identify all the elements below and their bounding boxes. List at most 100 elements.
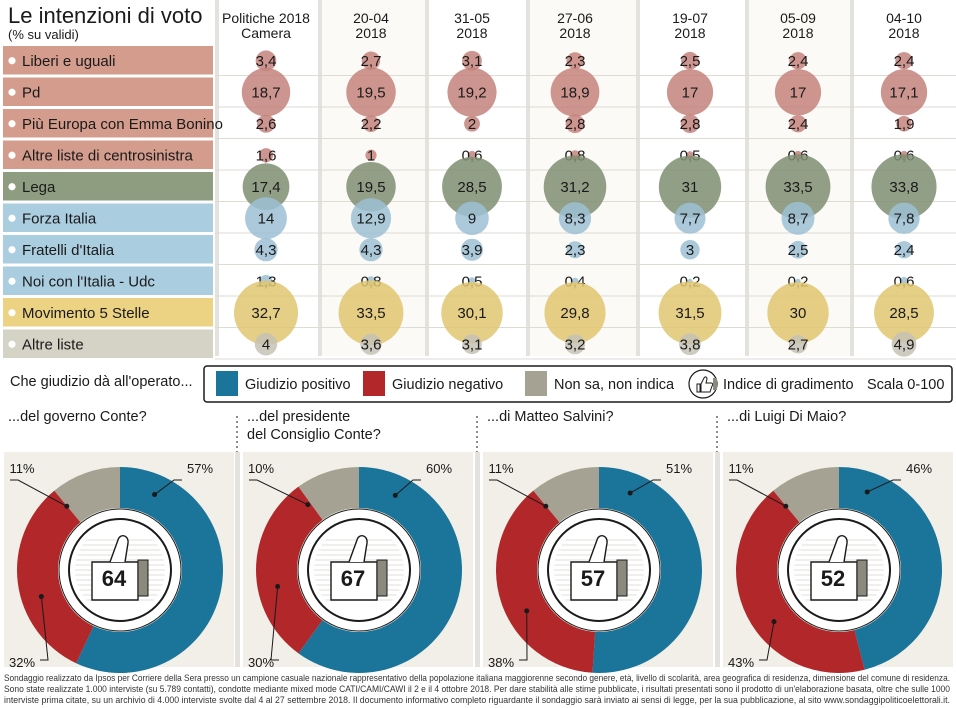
donut-slice-negative — [496, 490, 596, 673]
leader-line — [519, 610, 528, 661]
value-bubble — [460, 238, 484, 261]
value-bubble — [679, 333, 701, 356]
column-divider — [215, 0, 219, 356]
value-label: 3,8 — [680, 336, 701, 353]
row-label-band — [3, 266, 213, 295]
value-label: 12,9 — [356, 210, 385, 227]
value-bubble — [680, 114, 700, 134]
column-header-year: Camera — [241, 25, 291, 41]
value-bubble — [895, 241, 913, 259]
gradimento-index: 52 — [821, 566, 845, 591]
value-label: 3 — [686, 242, 694, 259]
value-label: 7,7 — [680, 210, 701, 227]
percent-positive: 51% — [666, 461, 692, 476]
panel-divider-bar — [475, 452, 480, 667]
value-bubble — [338, 280, 404, 346]
footnote-line: Sondaggio realizzato da Ipsos per Corrie… — [4, 673, 950, 683]
donut-slice-positive — [298, 467, 463, 673]
value-label: 18,9 — [560, 84, 589, 101]
value-label: 2,7 — [361, 53, 382, 70]
value-bubble — [361, 51, 381, 70]
value-bubble — [681, 51, 699, 70]
leader-dot — [392, 492, 398, 498]
row-label: Movimento 5 Stelle — [22, 305, 150, 322]
legend-box — [203, 365, 953, 403]
value-bubble — [550, 67, 600, 117]
column-divider — [636, 0, 640, 356]
value-label: 4,9 — [894, 336, 915, 353]
leader-line — [154, 479, 182, 495]
value-label: 30 — [790, 305, 807, 322]
leader-dot — [864, 489, 870, 495]
value-label: 2,4 — [788, 116, 809, 133]
value-bubble — [564, 334, 586, 355]
leader-line — [729, 479, 787, 507]
leader-line — [10, 479, 68, 507]
leader-line — [270, 586, 279, 661]
gradimento-index: 57 — [581, 566, 605, 591]
value-bubble — [254, 333, 278, 356]
donut-slice-negative — [736, 490, 865, 673]
value-label: 1,6 — [256, 147, 277, 164]
value-label: 4,3 — [361, 242, 382, 259]
leader-dot — [783, 503, 789, 509]
value-bubble — [346, 162, 396, 212]
thumbs-up-icon — [810, 535, 868, 601]
row-label-band — [3, 298, 213, 327]
value-bubble — [566, 52, 584, 70]
row-label: Forza Italia — [22, 210, 97, 227]
value-label: 8,7 — [788, 210, 809, 227]
value-bubble — [245, 197, 287, 240]
row-bullet — [8, 309, 16, 317]
column-header-year: 2018 — [456, 25, 487, 41]
donut-slice-unknown — [54, 467, 120, 523]
value-bubble — [362, 115, 380, 133]
leader-dot — [305, 502, 311, 508]
legend-label: Giudizio negativo — [392, 377, 503, 393]
column-header: 04-10 — [886, 10, 922, 26]
value-bubble — [880, 69, 928, 116]
leader-dot — [275, 583, 281, 589]
value-label: 31,5 — [675, 305, 704, 322]
thumbs-up-icon — [688, 369, 718, 399]
column-header: Politiche 2018 — [222, 10, 310, 26]
row-bullet — [8, 183, 16, 191]
leader-dot — [524, 608, 530, 614]
donut-title: ...di Luigi Di Maio? — [727, 409, 846, 425]
value-label: 33,8 — [889, 179, 918, 196]
value-bubble — [256, 114, 276, 133]
value-label: 31,2 — [560, 179, 589, 196]
leader-dot — [771, 619, 777, 625]
value-bubble — [255, 50, 277, 72]
thumbs-up-icon-shape — [696, 376, 714, 393]
value-label: 2,4 — [894, 242, 915, 259]
value-bubble — [558, 202, 592, 235]
value-label: 1,9 — [894, 116, 915, 133]
value-label: 4,3 — [256, 242, 277, 259]
value-label: 19,5 — [356, 179, 385, 196]
row-label: Altre liste — [22, 336, 84, 353]
row-bullet — [8, 88, 16, 96]
value-bubble — [680, 240, 700, 260]
value-label: 14 — [258, 210, 275, 227]
value-bubble — [462, 334, 482, 355]
thumbs-up-icon — [91, 535, 149, 601]
value-bubble — [765, 154, 831, 220]
table-subtitle: (% su validi) — [8, 27, 79, 42]
value-label: 9 — [468, 210, 476, 227]
percent-negative: 38% — [488, 655, 514, 670]
percent-positive: 46% — [906, 461, 932, 476]
percent-unknown: 11% — [728, 461, 753, 476]
value-bubble — [891, 331, 917, 357]
column-header-year: 2018 — [355, 25, 386, 41]
percent-labels: 57% 11% 32% — [9, 461, 213, 670]
leader-line — [249, 479, 309, 506]
value-bubble — [658, 281, 722, 345]
column-header-year: 2018 — [888, 25, 919, 41]
value-bubble — [781, 201, 815, 235]
value-bubble — [788, 335, 808, 354]
value-label: 28,5 — [889, 305, 918, 322]
value-bubble — [565, 114, 585, 134]
value-label: 2,3 — [565, 53, 586, 70]
value-label: 18,7 — [251, 84, 280, 101]
